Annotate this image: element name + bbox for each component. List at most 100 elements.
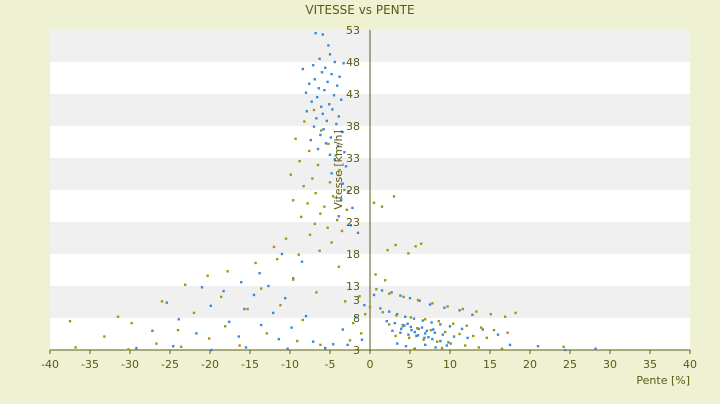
data-point-series-1 <box>433 331 436 334</box>
data-point-series-1 <box>244 346 248 349</box>
data-point-series-1 <box>308 82 311 85</box>
data-point-series-1 <box>312 340 315 343</box>
data-point-series-2 <box>320 129 323 132</box>
data-point-series-1 <box>452 335 456 338</box>
data-point-series-2 <box>424 318 427 321</box>
data-point-series-2 <box>449 342 452 345</box>
data-point-series-2 <box>416 298 420 302</box>
data-point-series-1 <box>466 336 469 340</box>
data-point-series-1 <box>338 75 341 78</box>
data-point-series-2 <box>300 215 303 219</box>
data-point-series-1 <box>195 332 198 335</box>
data-point-series-1 <box>379 307 382 310</box>
data-point-series-2 <box>238 344 241 347</box>
x-tick-label: 25 <box>563 358 577 371</box>
data-point-series-1 <box>286 347 289 350</box>
x-tick-label: -40 <box>41 358 59 371</box>
data-point-series-1 <box>333 158 336 161</box>
data-point-series-1 <box>372 293 376 297</box>
data-point-series-2 <box>485 336 488 340</box>
data-point-series-1 <box>413 330 416 334</box>
data-point-series-1 <box>312 64 315 67</box>
data-point-series-1 <box>340 198 343 201</box>
data-point-series-1 <box>404 344 408 348</box>
x-tick-label: -35 <box>81 358 99 371</box>
y-tick-label: 3 <box>353 294 360 307</box>
x-tick-label: -5 <box>325 358 336 371</box>
data-point-series-1 <box>347 190 350 193</box>
data-point-series-1 <box>337 215 340 218</box>
data-point-series-2 <box>352 321 355 325</box>
y-tick-label: 18 <box>346 248 360 261</box>
data-point-series-2 <box>226 270 229 273</box>
data-point-series-2 <box>364 312 367 316</box>
data-point-series-1 <box>210 348 213 352</box>
data-point-series-2 <box>375 288 378 291</box>
data-point-series-2 <box>289 173 292 176</box>
data-point-series-1 <box>346 343 349 347</box>
x-tick-label: 0 <box>367 358 374 371</box>
data-point-series-1 <box>424 332 427 335</box>
data-point-series-2 <box>388 323 391 326</box>
x-tick-label: 40 <box>683 358 697 371</box>
data-point-series-1 <box>447 341 450 344</box>
data-point-series-1 <box>340 130 344 133</box>
data-point-series-2 <box>475 310 478 313</box>
data-point-series-2 <box>160 300 164 303</box>
data-point-series-2 <box>292 199 295 202</box>
data-point-series-1 <box>434 346 437 349</box>
data-point-series-1 <box>425 329 428 332</box>
data-point-series-1 <box>409 325 412 329</box>
data-point-series-2 <box>340 229 344 233</box>
data-point-series-2 <box>348 339 352 342</box>
y-tick-label: 38 <box>346 120 360 133</box>
data-point-series-1 <box>423 336 426 340</box>
data-point-series-2 <box>489 312 492 316</box>
data-point-series-1 <box>424 343 427 347</box>
data-point-series-2 <box>412 348 416 351</box>
data-point-series-1 <box>277 337 280 341</box>
data-point-series-1 <box>237 335 240 338</box>
data-point-series-1 <box>292 277 295 280</box>
data-point-series-1 <box>200 286 204 289</box>
data-point-series-1 <box>458 309 461 312</box>
data-point-series-2 <box>127 348 130 351</box>
data-point-series-1 <box>320 71 324 74</box>
x-tick-label: 20 <box>523 358 537 371</box>
data-point-series-2 <box>332 195 335 198</box>
data-point-series-1 <box>416 334 420 337</box>
data-point-series-2 <box>392 195 396 198</box>
data-point-series-1 <box>343 151 346 154</box>
data-point-series-1 <box>417 327 420 331</box>
data-point-series-1 <box>407 333 410 336</box>
data-point-series-2 <box>504 315 507 318</box>
data-point-series-2 <box>465 324 468 327</box>
x-tick-label: 35 <box>643 358 657 371</box>
data-point-series-2 <box>381 311 384 314</box>
data-point-series-2 <box>372 201 376 204</box>
data-point-series-2 <box>458 332 461 336</box>
data-point-series-2 <box>298 160 301 163</box>
data-point-series-1 <box>317 87 320 90</box>
data-point-series-2 <box>444 330 447 334</box>
data-point-series-1 <box>320 105 323 108</box>
data-point-series-2 <box>472 334 475 338</box>
data-point-series-1 <box>399 294 402 297</box>
data-point-series-1 <box>391 329 394 332</box>
data-point-series-1 <box>260 323 263 327</box>
data-point-series-2 <box>394 243 397 247</box>
data-point-series-1 <box>412 317 416 320</box>
data-point-series-2 <box>330 241 333 244</box>
data-point-series-1 <box>321 112 324 116</box>
data-point-series-1 <box>135 346 138 350</box>
x-tick-label: -15 <box>241 358 259 371</box>
x-tick-label: -25 <box>161 358 179 371</box>
data-point-series-2 <box>420 242 423 245</box>
data-point-series-2 <box>384 279 387 282</box>
data-point-series-2 <box>409 316 412 319</box>
data-point-series-1 <box>172 344 175 348</box>
data-point-series-2 <box>514 311 517 315</box>
data-point-series-2 <box>292 278 295 281</box>
data-point-series-1 <box>321 33 324 36</box>
